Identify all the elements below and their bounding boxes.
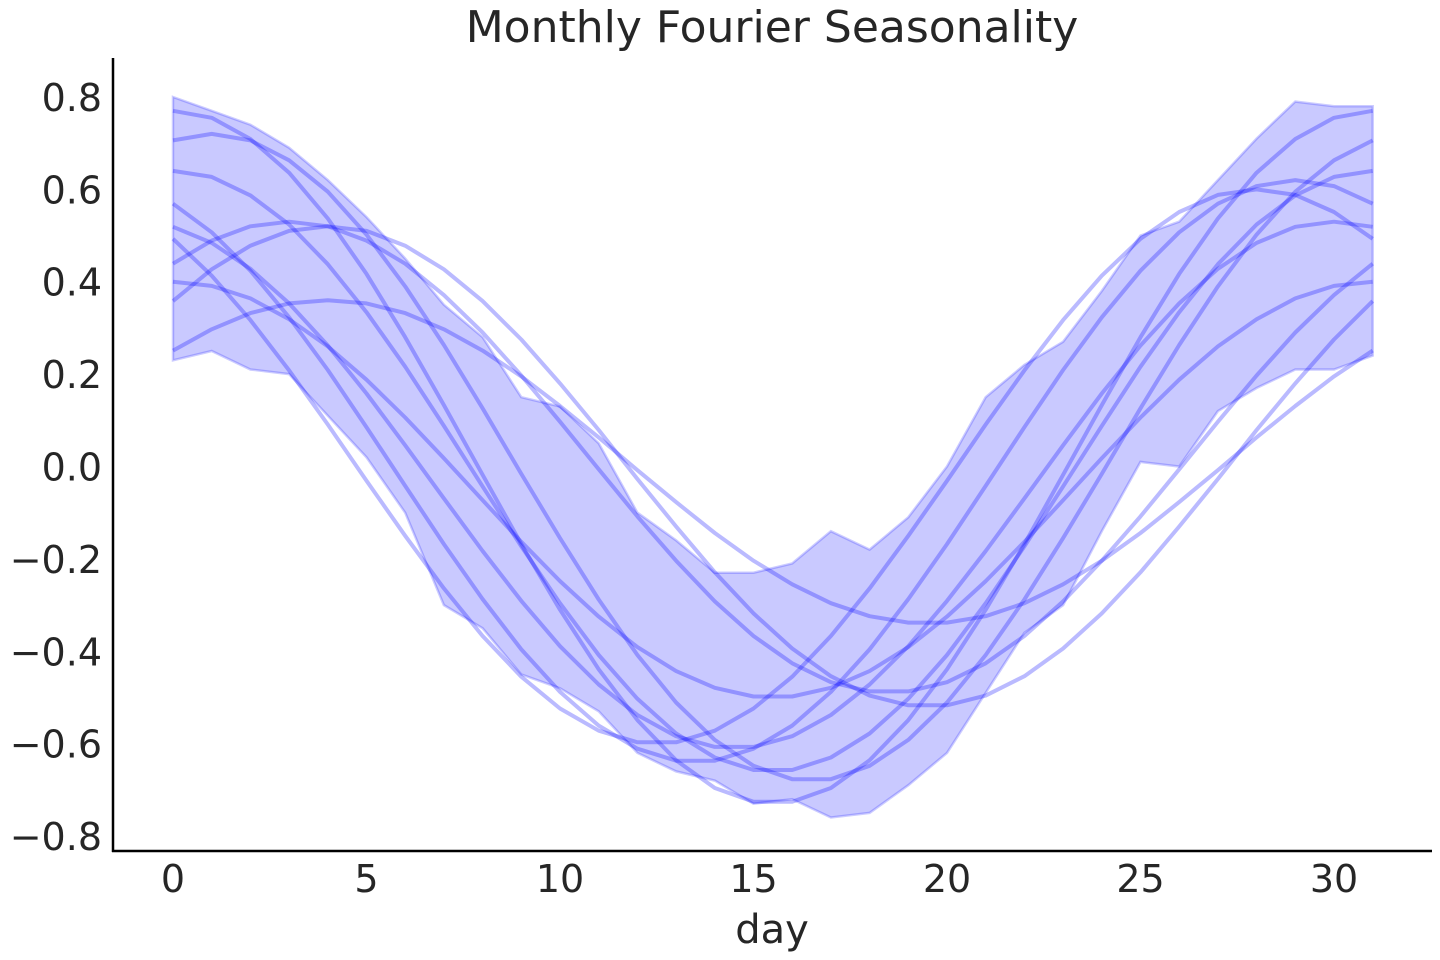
y-tick-label: 0.8 <box>42 76 102 120</box>
y-tick-label: 0.2 <box>42 353 102 397</box>
y-tick-label: −0.8 <box>10 815 102 859</box>
x-tick-label: 20 <box>923 857 971 901</box>
x-tick-label: 25 <box>1116 857 1164 901</box>
series-line-1 <box>172 108 1374 804</box>
y-tick-label: −0.2 <box>10 538 102 582</box>
y-tick-label: −0.4 <box>10 630 102 674</box>
x-axis-label: day <box>735 907 809 953</box>
x-tick-label: 5 <box>354 857 378 901</box>
series-line-8 <box>171 224 1375 708</box>
x-tick-labels: 0 5 10 15 20 25 30 <box>161 857 1358 901</box>
series-line-7 <box>172 279 1373 699</box>
plot-area <box>171 95 1375 819</box>
series-line-9 <box>172 298 1374 625</box>
x-tick-label: 0 <box>161 857 185 901</box>
x-tick-label: 10 <box>536 857 584 901</box>
chart-title: Monthly Fourier Seasonality <box>466 2 1079 53</box>
series-line-3 <box>172 168 1374 772</box>
y-tick-label: 0.4 <box>42 261 102 305</box>
series-line-5 <box>171 187 1374 745</box>
y-tick-label: −0.6 <box>10 723 102 767</box>
series-line-2 <box>172 131 1374 782</box>
credible-interval-band <box>171 95 1374 819</box>
y-tick-labels: −0.8 −0.6 −0.4 −0.2 0.0 0.2 0.4 0.6 0.8 <box>10 76 102 859</box>
series-line-10 <box>172 219 1373 749</box>
x-tick-label: 15 <box>729 857 777 901</box>
y-tick-label: 0.0 <box>42 446 102 490</box>
y-tick-label: 0.6 <box>42 168 102 212</box>
series-line-4 <box>171 178 1374 763</box>
x-tick-label: 30 <box>1310 857 1358 901</box>
series-line-6 <box>171 219 1374 694</box>
